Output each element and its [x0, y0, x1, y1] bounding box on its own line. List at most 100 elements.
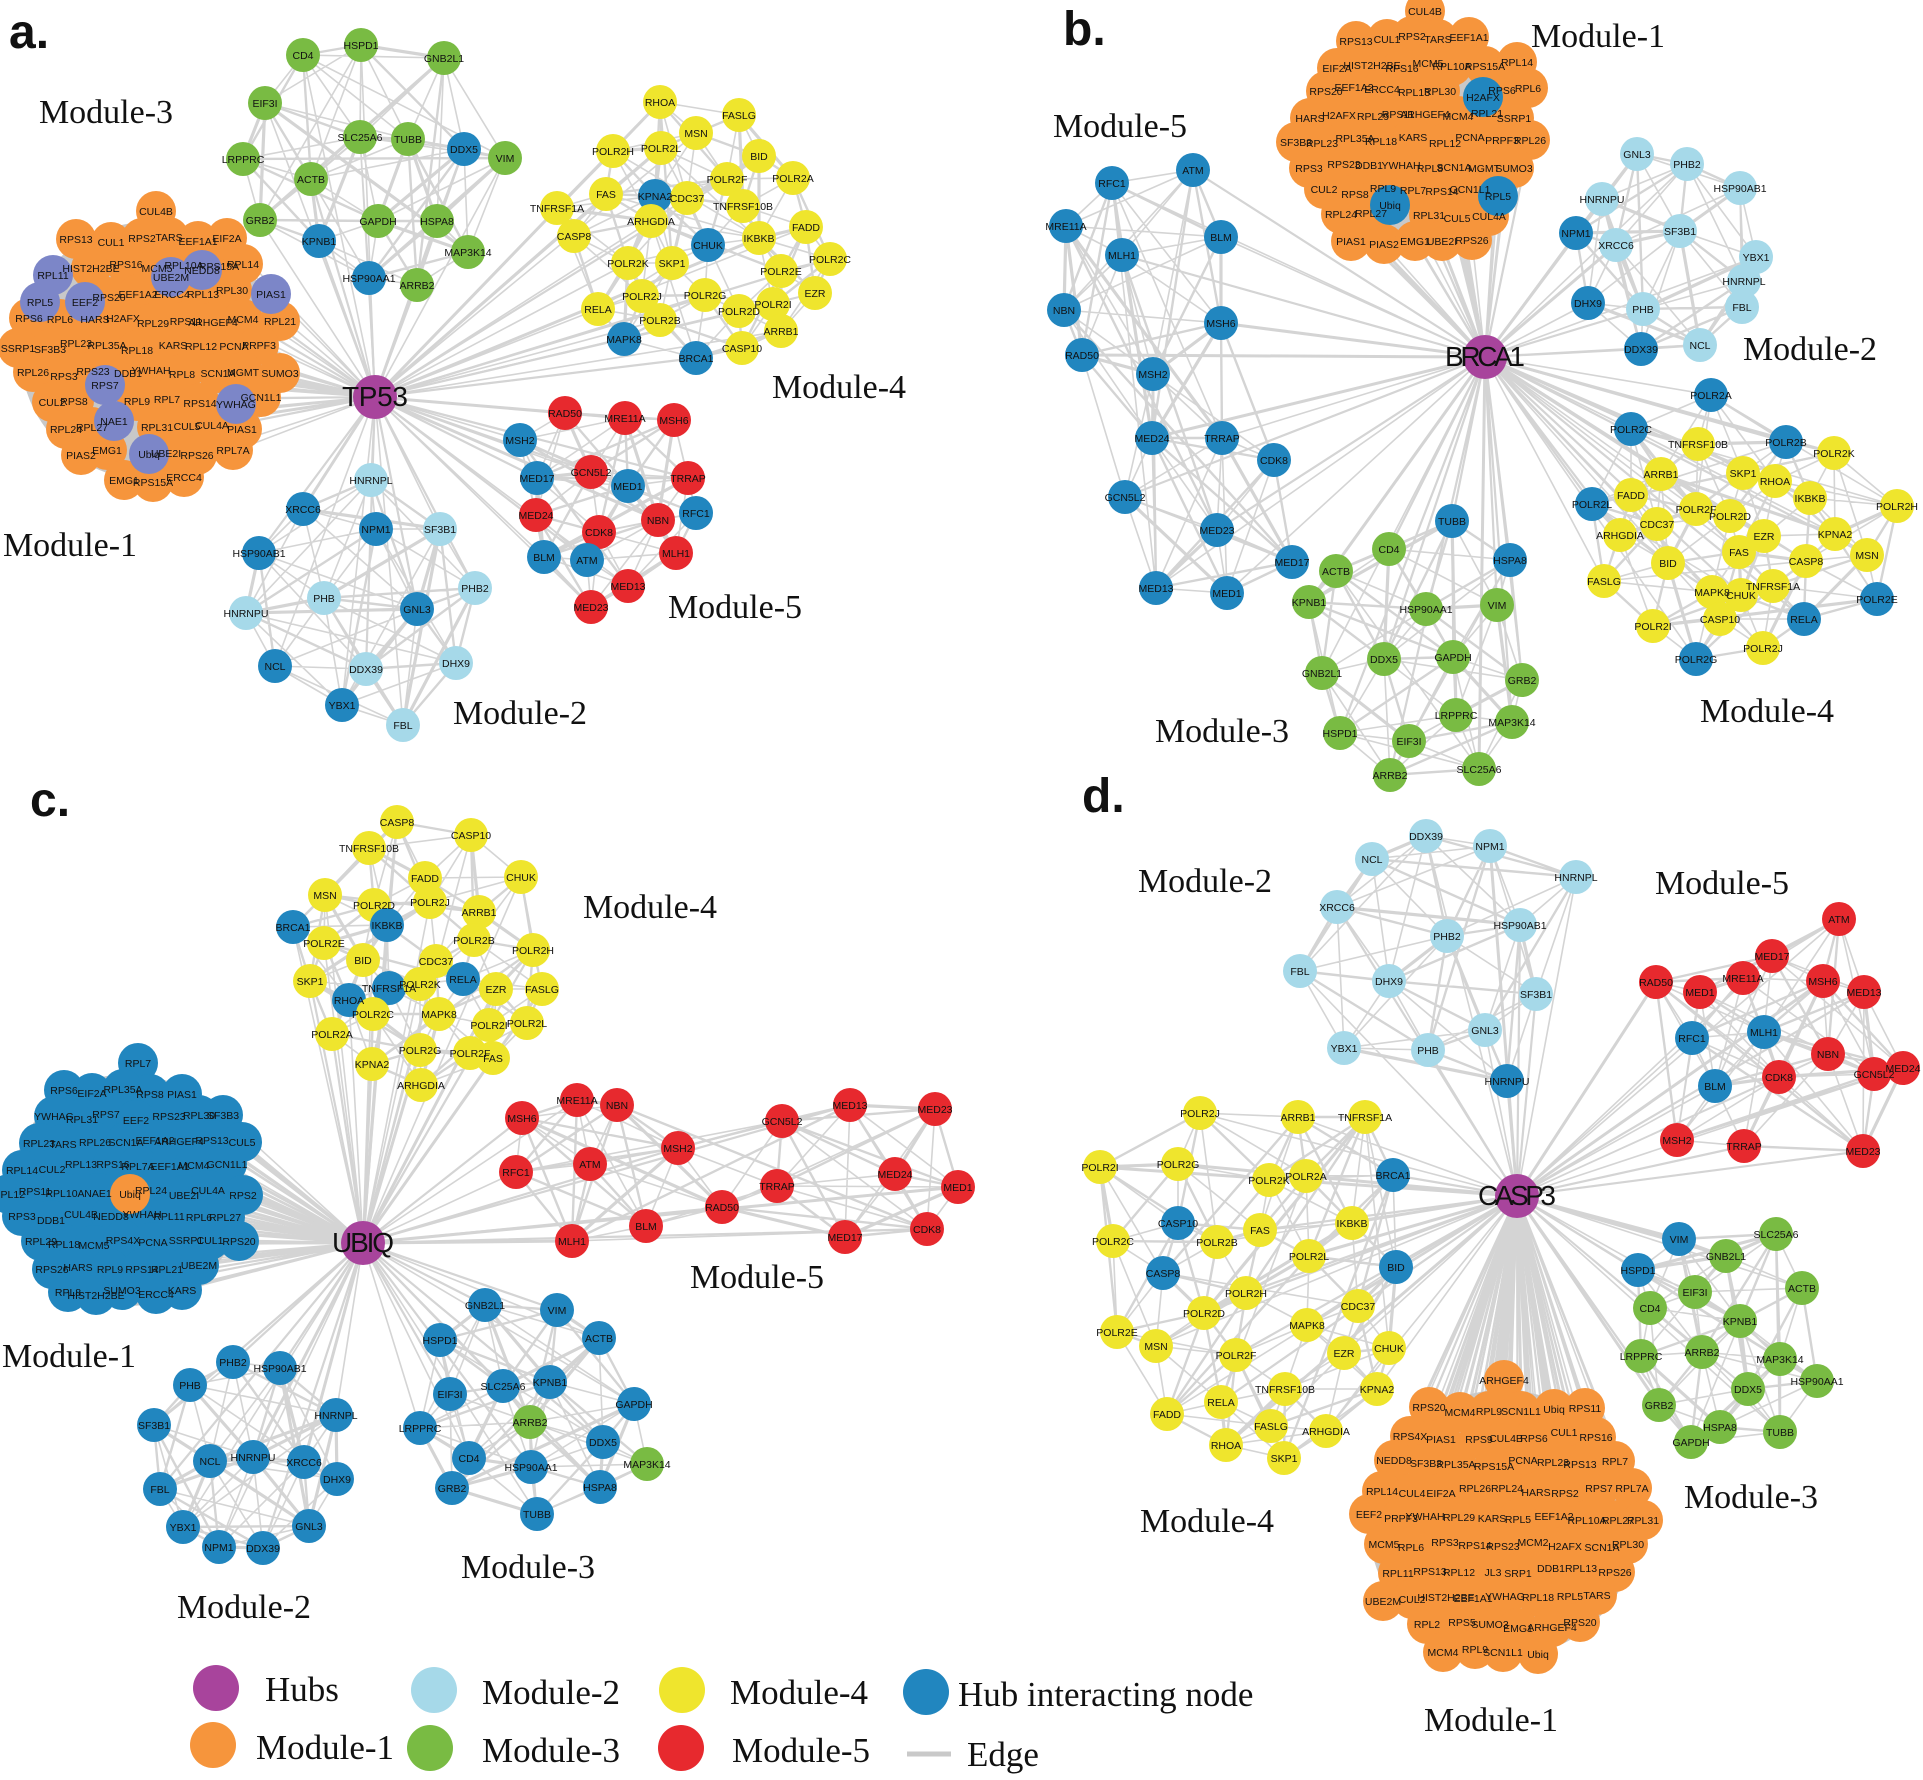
svg-text:RPS15A: RPS15A [1474, 1461, 1514, 1473]
svg-text:NCL: NCL [199, 1456, 220, 1468]
svg-text:RPL35A: RPL35A [1335, 133, 1374, 145]
svg-text:CUL4: CUL4 [1399, 1488, 1426, 1500]
svg-text:BID: BID [1387, 1262, 1405, 1274]
svg-text:CDK8: CDK8 [1765, 1072, 1793, 1084]
svg-text:POLR2L: POLR2L [507, 1018, 547, 1030]
svg-text:DDX39: DDX39 [246, 1543, 280, 1555]
svg-text:YBX1: YBX1 [329, 700, 356, 712]
svg-text:CASP8: CASP8 [1146, 1268, 1181, 1280]
svg-text:PRPF3: PRPF3 [1384, 1513, 1418, 1525]
svg-text:RPL2: RPL2 [1414, 1619, 1440, 1631]
svg-text:RPS2: RPS2 [1398, 31, 1426, 43]
svg-text:HNRNPL: HNRNPL [1554, 872, 1597, 884]
svg-text:RPL6: RPL6 [186, 1212, 212, 1224]
svg-text:CUL4A: CUL4A [191, 1185, 225, 1197]
svg-text:RFC1: RFC1 [1098, 178, 1126, 190]
svg-text:KPNA2: KPNA2 [1360, 1384, 1395, 1396]
svg-text:RPL14: RPL14 [1501, 57, 1533, 69]
svg-text:TUBB: TUBB [1766, 1427, 1794, 1439]
svg-text:RPL9: RPL9 [1476, 1406, 1502, 1418]
svg-text:NBN: NBN [1817, 1049, 1839, 1061]
svg-text:EZR: EZR [805, 288, 826, 300]
svg-text:ERCC4: ERCC4 [138, 1289, 174, 1301]
svg-text:FAS: FAS [1250, 1225, 1270, 1237]
svg-text:TRRAP: TRRAP [670, 473, 706, 485]
svg-text:LRPPRC: LRPPRC [1435, 710, 1478, 722]
svg-text:CD4: CD4 [458, 1453, 479, 1465]
svg-text:MED13: MED13 [610, 581, 645, 593]
svg-text:EEF1A2: EEF1A2 [135, 1135, 174, 1147]
svg-text:POLR2C: POLR2C [1092, 1236, 1134, 1248]
svg-text:POLR2G: POLR2G [399, 1045, 442, 1057]
svg-text:RPS26: RPS26 [35, 1264, 68, 1276]
svg-text:BID: BID [750, 151, 768, 163]
svg-text:ARHGDIA: ARHGDIA [1302, 1426, 1350, 1438]
svg-text:FBL: FBL [1732, 302, 1751, 314]
svg-text:SCN1A: SCN1A [1436, 162, 1471, 174]
svg-text:PCNA: PCNA [1508, 1455, 1537, 1467]
svg-text:MLH1: MLH1 [1750, 1027, 1778, 1039]
svg-text:RPS13: RPS13 [1563, 1459, 1596, 1471]
svg-text:TNFRSF1A: TNFRSF1A [530, 203, 584, 215]
svg-text:EEF1A1: EEF1A1 [150, 1161, 189, 1173]
svg-text:Ubiq: Ubiq [1379, 200, 1401, 212]
svg-text:Ubiq: Ubiq [1527, 1649, 1549, 1661]
svg-text:RPS23: RPS23 [1327, 159, 1360, 171]
svg-text:RPL35A: RPL35A [1436, 1459, 1475, 1471]
svg-text:H2AFX: H2AFX [1466, 92, 1500, 104]
svg-text:PIAS1: PIAS1 [1336, 236, 1366, 248]
svg-text:POLR2F: POLR2F [450, 1048, 491, 1060]
svg-text:GNL3: GNL3 [295, 1521, 323, 1533]
svg-text:TUBB: TUBB [394, 134, 422, 146]
svg-text:HIST2H2BE: HIST2H2BE [1417, 1592, 1474, 1604]
svg-text:MED23: MED23 [573, 602, 608, 614]
svg-text:RPL10A: RPL10A [164, 260, 203, 272]
svg-text:MGMT: MGMT [227, 367, 260, 379]
svg-text:SUMO3: SUMO3 [1495, 163, 1533, 175]
svg-text:PRPF3: PRPF3 [1485, 135, 1519, 147]
svg-text:CUL4A: CUL4A [195, 420, 229, 432]
svg-text:VIM: VIM [1670, 1234, 1689, 1246]
svg-text:MGMT: MGMT [1468, 163, 1501, 175]
svg-text:RPS20: RPS20 [1563, 1617, 1596, 1629]
svg-text:ATM: ATM [576, 555, 597, 567]
svg-text:EZR: EZR [1754, 531, 1775, 543]
svg-text:RPL12: RPL12 [185, 341, 217, 353]
svg-text:MSH2: MSH2 [1662, 1135, 1691, 1147]
svg-text:GNB2L1: GNB2L1 [1302, 668, 1342, 680]
svg-text:DDX39: DDX39 [349, 664, 383, 676]
svg-text:SKP1: SKP1 [297, 976, 324, 988]
svg-text:CUL1: CUL1 [197, 1235, 224, 1247]
svg-text:RELA: RELA [449, 974, 476, 986]
svg-text:POLR2G: POLR2G [684, 290, 727, 302]
svg-text:DDX5: DDX5 [589, 1437, 617, 1449]
svg-text:CASP10: CASP10 [722, 343, 762, 355]
svg-text:RPS6: RPS6 [1520, 1433, 1548, 1445]
svg-text:POLR2I: POLR2I [1634, 621, 1671, 633]
svg-text:SF3B1: SF3B1 [1664, 226, 1696, 238]
svg-text:RPL10A: RPL10A [1567, 1515, 1606, 1527]
svg-text:MCM4: MCM4 [1445, 1407, 1476, 1419]
svg-text:RPL24: RPL24 [1491, 1483, 1523, 1495]
svg-text:MSH2: MSH2 [663, 1143, 692, 1155]
svg-text:NEDD8: NEDD8 [93, 1211, 129, 1223]
svg-text:DDX5: DDX5 [1734, 1384, 1762, 1396]
svg-text:KPNB1: KPNB1 [1723, 1316, 1758, 1328]
svg-text:MCM5: MCM5 [142, 263, 173, 275]
svg-text:RPL26: RPL26 [1514, 135, 1546, 147]
svg-text:MAPK8: MAPK8 [606, 334, 642, 346]
svg-text:RPL31: RPL31 [1627, 1515, 1659, 1527]
svg-text:MED1: MED1 [943, 1182, 972, 1194]
svg-text:FAS: FAS [596, 189, 616, 201]
svg-text:POLR2C: POLR2C [1610, 424, 1652, 436]
svg-text:MED23: MED23 [1199, 525, 1234, 537]
svg-text:EMG1: EMG1 [109, 475, 139, 487]
svg-text:RPS6: RPS6 [1488, 85, 1516, 97]
svg-text:EEF1A2: EEF1A2 [118, 289, 157, 301]
svg-text:SUMO3: SUMO3 [103, 1285, 141, 1297]
svg-text:POLR2J: POLR2J [410, 897, 450, 909]
svg-text:MED17: MED17 [827, 1232, 862, 1244]
svg-text:TARS: TARS [1424, 34, 1451, 46]
svg-text:RPS8: RPS8 [1341, 189, 1369, 201]
svg-text:YWHAH: YWHAH [1381, 160, 1420, 172]
